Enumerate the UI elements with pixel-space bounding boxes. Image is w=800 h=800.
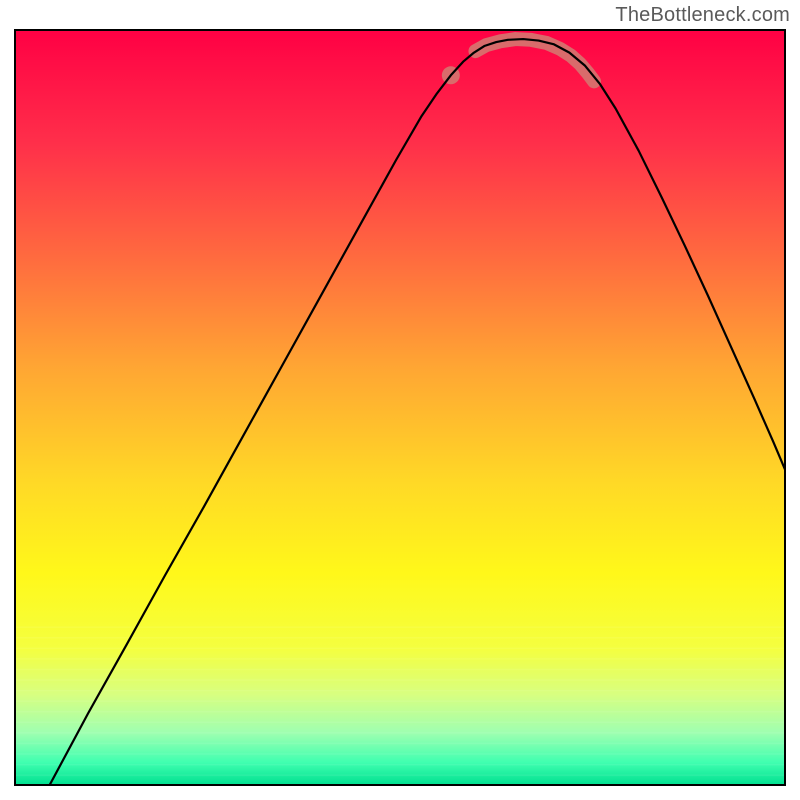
watermark-text: TheBottleneck.com bbox=[615, 4, 790, 27]
gradient-background bbox=[15, 30, 785, 785]
bottleneck-chart bbox=[0, 0, 800, 800]
